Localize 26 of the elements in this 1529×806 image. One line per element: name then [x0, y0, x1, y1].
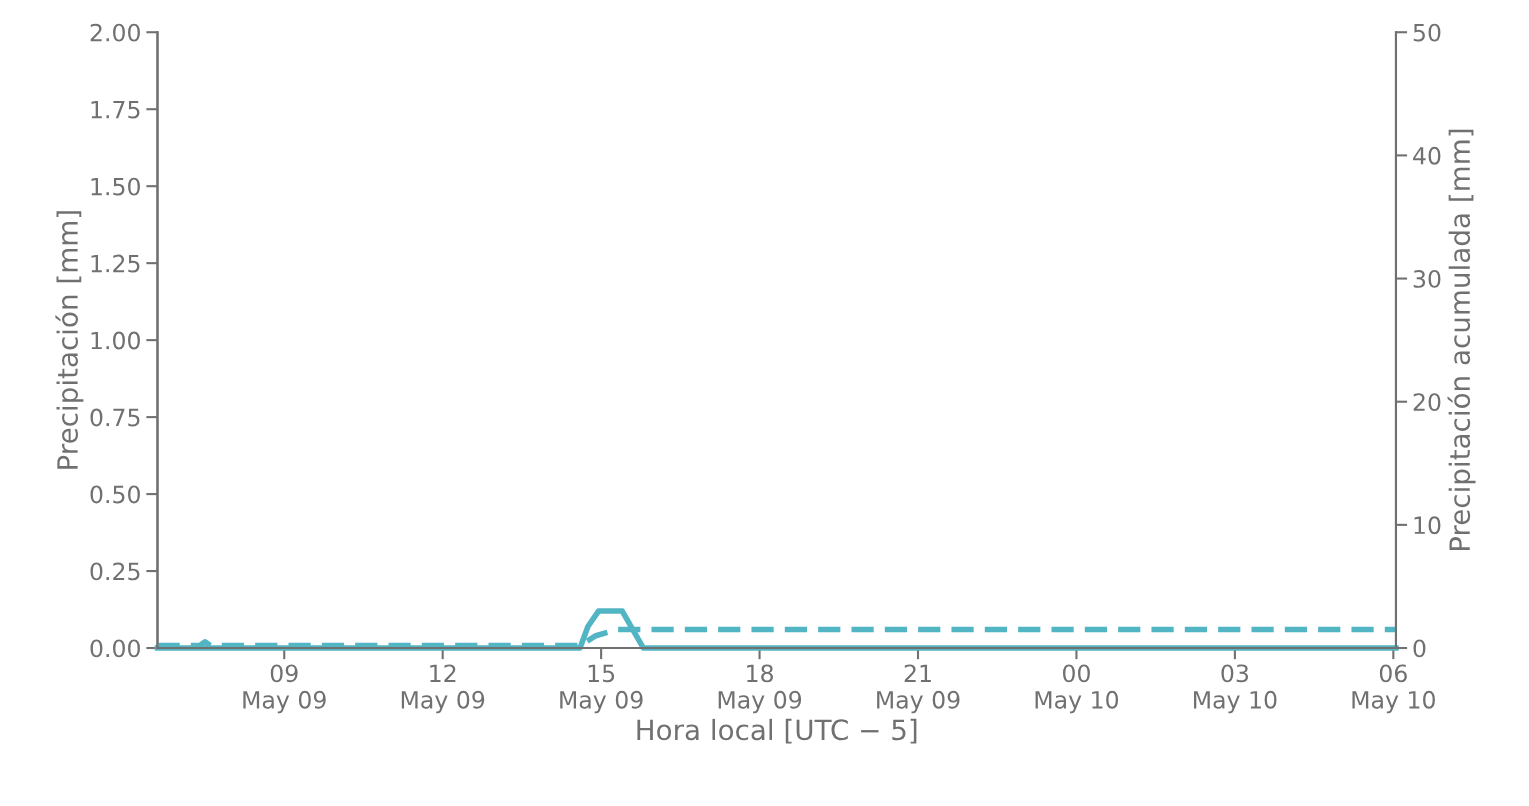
x-tick-label: 15 May 09 — [560, 664, 643, 714]
y2-tick-label: 10 — [1414, 516, 1441, 535]
y-tick-label: 1.25 — [91, 254, 140, 273]
x-tick-label: 12 May 09 — [401, 664, 485, 714]
y-tick-label: 1.75 — [91, 100, 140, 119]
y-tick-label: 2.00 — [90, 23, 140, 42]
y-tick-label: 0.50 — [90, 485, 140, 504]
y2-tick-label: 40 — [1413, 146, 1441, 165]
y-tick-label: 1.50 — [91, 177, 140, 196]
x-tick-label: 06 May 10 — [1352, 664, 1435, 714]
y2-tick-label: 30 — [1413, 270, 1441, 288]
y2-tick-label: 20 — [1413, 393, 1441, 412]
x-tick-label: 00 May 10 — [1035, 664, 1119, 714]
y-tick-label: 0.00 — [90, 639, 140, 658]
x-tick-label: 21 May 09 — [877, 664, 960, 714]
x-tick-label: 18 May 09 — [718, 664, 802, 714]
y-tick-label: 0.75 — [90, 408, 140, 427]
y2-tick-label: 50 — [1413, 23, 1441, 42]
y2-tick-label: 0 — [1413, 639, 1426, 658]
x-tick-label: 09 May 09 — [243, 664, 326, 714]
y-axis-title: Precipitación [mm] — [55, 211, 84, 469]
x-tick-label: 03 May 10 — [1194, 664, 1277, 714]
y-tick-label: 1.00 — [91, 331, 140, 350]
y2-axis-title: Precipitación acumulada [mm] — [1447, 129, 1476, 551]
y-tick-label: 0.25 — [90, 562, 140, 581]
x-axis-title: Hora local [UTC − 5] — [637, 718, 917, 744]
